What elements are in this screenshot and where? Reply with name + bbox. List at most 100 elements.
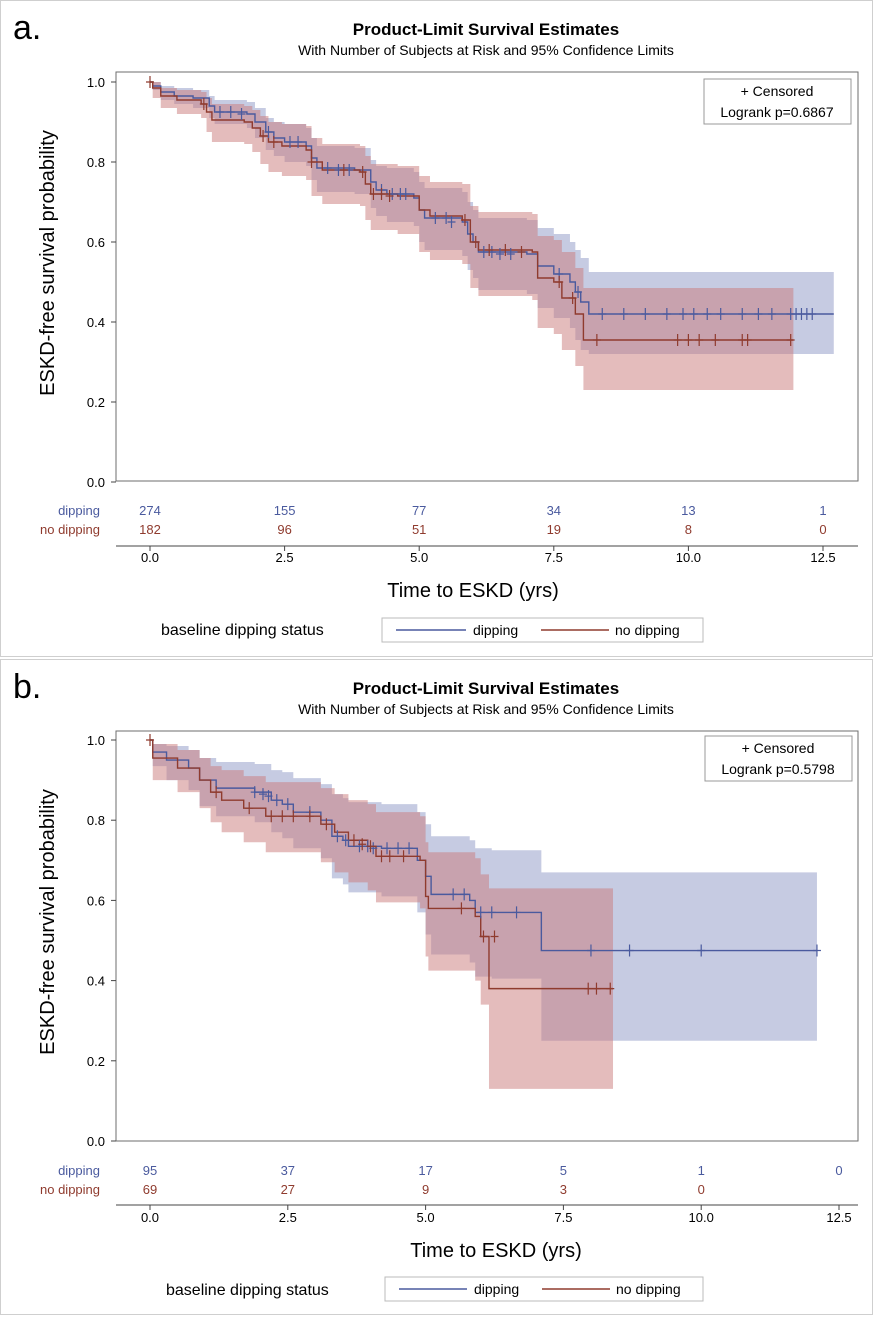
censor-mark-dipping xyxy=(619,308,628,320)
censor-mark-no-dipping xyxy=(146,76,154,88)
censor-mark-dipping xyxy=(812,944,821,957)
censor-mark-dipping xyxy=(341,834,350,847)
censor-mark-dipping xyxy=(767,308,776,320)
censor-mark-no-dipping xyxy=(555,276,564,288)
panel-label: b. xyxy=(13,668,42,706)
at-risk-value-dipping: 5 xyxy=(560,1163,567,1178)
at-risk-value-dipping: 17 xyxy=(418,1163,432,1178)
censor-mark-dipping xyxy=(487,906,496,919)
censor-mark-no-dipping xyxy=(568,292,577,304)
censor-mark-dipping xyxy=(662,308,671,320)
censor-mark-dipping xyxy=(294,136,303,148)
censor-mark-dipping xyxy=(323,162,332,174)
chart-panel-a: a. Product-Limit Survival Estimates With… xyxy=(0,0,873,657)
censor-mark-no-dipping xyxy=(673,334,682,346)
censor-mark-no-dipping xyxy=(199,98,208,110)
censor-mark-no-dipping xyxy=(269,136,278,148)
censor-mark-no-dipping xyxy=(307,156,316,168)
x-tick-label: 7.5 xyxy=(545,550,563,565)
censor-mark-no-dipping xyxy=(399,850,408,863)
x-tick-label: 5.0 xyxy=(417,1210,435,1225)
survival-chart-b: Product-Limit Survival Estimates With Nu… xyxy=(37,679,859,1302)
censor-mark-no-dipping xyxy=(322,818,331,831)
censor-mark-no-dipping xyxy=(358,838,367,851)
inset-box: + Censored Logrank p=0.5798 xyxy=(704,735,853,782)
y-tick-label: 1.0 xyxy=(87,733,105,748)
censor-mark-dipping xyxy=(598,308,607,320)
censor-mark-dipping xyxy=(679,308,688,320)
censor-mark-dipping xyxy=(431,212,440,224)
chart-title: Product-Limit Survival Estimates xyxy=(353,679,619,698)
x-tick-label: 7.5 xyxy=(554,1210,572,1225)
legend-item-no-dipping: no dipping xyxy=(616,1281,681,1297)
at-risk-value-no-dipping: 9 xyxy=(422,1182,429,1197)
censor-mark-no-dipping xyxy=(592,334,601,346)
legend-item-no-dipping: no dipping xyxy=(615,622,680,638)
x-tick-label: 10.0 xyxy=(676,550,701,565)
censor-mark-no-dipping xyxy=(349,834,358,847)
censor-mark-dipping xyxy=(716,308,725,320)
censor-mark-dipping xyxy=(264,790,273,803)
survival-curves xyxy=(150,81,834,341)
y-axis: 0.0 0.2 0.4 0.6 0.8 1.0 xyxy=(87,733,116,1149)
legend: baseline dipping status dipping no dippi… xyxy=(166,1276,704,1302)
at-risk-table: dipping no dipping 274 182 155 96 77 51 34 19 13… xyxy=(40,503,827,537)
censor-mark-no-dipping xyxy=(259,130,268,142)
at-risk-value-dipping: 13 xyxy=(681,503,695,518)
censor-mark-no-dipping xyxy=(339,164,348,176)
x-axis: 0.0 2.5 5.0 7.5 10.0 12.5 xyxy=(116,1204,858,1225)
censor-mark-no-dipping xyxy=(786,334,795,346)
censor-mark-dipping xyxy=(250,786,259,799)
confidence-band-no-dipping xyxy=(150,82,794,390)
at-risk-value-no-dipping: 0 xyxy=(698,1182,705,1197)
inset-frame xyxy=(703,78,852,125)
y-axis-label: ESKD-free survival probability xyxy=(37,789,59,1055)
censor-mark-no-dipping xyxy=(289,810,298,823)
at-risk-value-dipping: 274 xyxy=(139,503,161,518)
censor-mark-no-dipping xyxy=(501,244,510,256)
chart-title: Product-Limit Survival Estimates xyxy=(353,20,619,39)
at-risk-value-no-dipping: 96 xyxy=(277,522,291,537)
at-risk-value-no-dipping: 51 xyxy=(412,522,426,537)
censor-marks xyxy=(146,76,817,346)
y-tick-label: 0.8 xyxy=(87,813,105,828)
censor-mark-no-dipping xyxy=(377,188,386,200)
at-risk-value-dipping: 1 xyxy=(698,1163,705,1178)
censor-mark-no-dipping xyxy=(606,982,615,995)
y-tick-label: 0.4 xyxy=(87,974,105,989)
panel-label: a. xyxy=(13,9,42,47)
at-risk-value-no-dipping: 182 xyxy=(139,522,161,537)
at-risk-label-no-dipping: no dipping xyxy=(40,522,100,537)
censor-mark-no-dipping xyxy=(584,982,593,995)
censor-mark-dipping xyxy=(738,308,747,320)
censor-mark-dipping xyxy=(689,308,698,320)
at-risk-value-dipping: 155 xyxy=(274,503,296,518)
censor-mark-dipping xyxy=(574,286,583,298)
censor-mark-no-dipping xyxy=(377,850,386,863)
censor-mark-no-dipping xyxy=(485,244,494,256)
censor-mark-no-dipping xyxy=(267,810,276,823)
x-tick-label: 0.0 xyxy=(141,1210,159,1225)
censor-mark-dipping xyxy=(586,944,595,957)
censor-mark-dipping xyxy=(512,906,521,919)
at-risk-value-dipping: 37 xyxy=(281,1163,295,1178)
censor-mark-no-dipping xyxy=(385,850,394,863)
survival-curve-no-dipping xyxy=(150,81,794,341)
at-risk-value-no-dipping: 19 xyxy=(547,522,561,537)
censor-mark-no-dipping xyxy=(592,982,601,995)
x-axis-label: Time to ESKD (yrs) xyxy=(387,580,559,602)
at-risk-value-no-dipping: 0 xyxy=(819,522,826,537)
censor-mark-no-dipping xyxy=(479,930,488,943)
at-risk-value-no-dipping: 3 xyxy=(560,1182,567,1197)
censor-mark-dipping xyxy=(641,308,650,320)
censor-mark-no-dipping xyxy=(517,246,526,258)
y-axis-label: ESKD-free survival probability xyxy=(37,130,59,396)
censor-mark-dipping xyxy=(383,842,392,855)
censor-marks xyxy=(146,734,821,995)
plot-frame xyxy=(115,71,859,482)
chart-panel-b: b. Product-Limit Survival Estimates With… xyxy=(0,659,873,1315)
chart-subtitle: With Number of Subjects at Risk and 95% … xyxy=(298,42,674,58)
at-risk-value-no-dipping: 27 xyxy=(281,1182,295,1197)
at-risk-value-dipping: 95 xyxy=(143,1163,157,1178)
x-tick-label: 0.0 xyxy=(141,550,159,565)
